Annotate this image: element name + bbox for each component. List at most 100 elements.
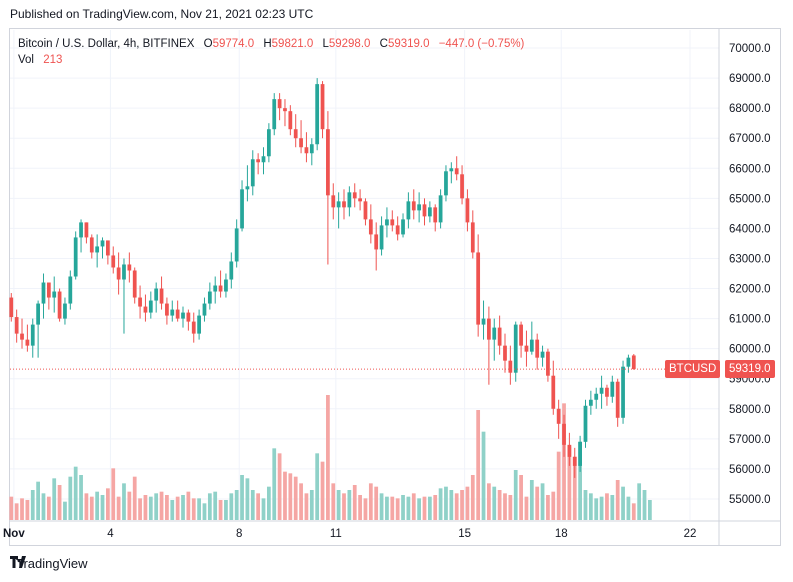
volume-bar — [148, 496, 153, 520]
candle-body — [95, 246, 100, 253]
candle-body — [106, 240, 110, 256]
candle-body — [25, 339, 30, 346]
volume-bar — [583, 490, 588, 520]
candle-body — [197, 315, 201, 334]
volume-bar — [513, 470, 518, 520]
candle-body — [556, 408, 561, 424]
candle-body — [20, 333, 24, 340]
candle-body — [68, 276, 73, 304]
volume-bar — [57, 485, 62, 520]
volume-bar — [637, 483, 642, 520]
volume-bar — [417, 498, 422, 520]
last-price-tag: 59319.0 — [725, 360, 775, 379]
volume-bar — [648, 500, 652, 520]
volume-bar — [229, 493, 234, 520]
volume-bar — [395, 498, 400, 520]
y-tick-label: 56000.0 — [729, 464, 771, 476]
candle-body — [546, 351, 550, 376]
volume-bar — [497, 490, 502, 520]
footer-brand: TradingView — [16, 556, 88, 571]
volume-bar — [492, 486, 497, 520]
volume-bar — [540, 483, 545, 520]
candle-body — [165, 303, 169, 316]
volume-bar — [503, 493, 507, 520]
volume-bar — [79, 475, 83, 520]
candle-body — [567, 444, 572, 457]
volume-bar — [524, 496, 529, 520]
volume-bar — [621, 486, 625, 520]
candle-body — [476, 252, 481, 325]
volume-bar — [551, 491, 556, 520]
candle-body — [406, 201, 411, 220]
candle-body — [465, 198, 470, 223]
volume-bar — [519, 475, 523, 520]
candle-body — [438, 195, 443, 223]
candle-body — [277, 99, 282, 109]
volume-bar — [111, 468, 116, 520]
volume-bar — [465, 486, 470, 520]
candle-body — [132, 270, 137, 298]
volume-bar — [250, 490, 255, 520]
volume-bar — [89, 496, 94, 520]
volume-bar — [9, 496, 14, 520]
candle-body — [283, 108, 287, 112]
candle-body — [588, 399, 593, 406]
volume-bar — [46, 496, 51, 520]
chart-frame[interactable] — [9, 28, 781, 546]
volume-bar — [401, 495, 405, 520]
volume-bar — [256, 493, 261, 520]
candle-body — [229, 261, 234, 280]
volume-bar — [272, 448, 277, 520]
x-tick-label: 15 — [458, 528, 471, 540]
volume-bar — [207, 493, 212, 520]
volume-bar — [599, 496, 604, 520]
volume-bar — [245, 478, 250, 520]
candle-body — [41, 282, 46, 304]
volume-bar — [175, 496, 180, 520]
candle-body — [401, 219, 405, 235]
candle-body — [309, 144, 314, 154]
volume-bar — [224, 500, 228, 520]
candle-body — [122, 264, 126, 280]
open-value: 59774.0 — [212, 38, 255, 50]
candle-body — [207, 291, 212, 304]
low-label: L — [322, 38, 329, 50]
candle-body — [626, 357, 631, 367]
candle-body — [336, 201, 341, 208]
volume-bar — [84, 493, 89, 520]
volume-bar — [454, 493, 459, 520]
volume-bar — [605, 493, 609, 520]
volume-bar — [186, 491, 191, 520]
volume-bar — [266, 486, 271, 520]
volume-bar — [36, 481, 40, 520]
candle-body — [331, 195, 336, 208]
volume-bar — [546, 495, 550, 520]
candle-body — [218, 285, 223, 292]
volume-bar — [385, 496, 389, 520]
volume-bar — [427, 496, 432, 520]
volume-bar — [562, 403, 566, 520]
candle-body — [342, 201, 346, 208]
candle-body — [578, 441, 582, 466]
volume-bar — [202, 503, 207, 520]
candle-body — [492, 327, 497, 340]
candle-body — [138, 297, 142, 307]
volume-bar — [25, 500, 30, 520]
candle-body — [46, 282, 51, 298]
candle-body — [240, 189, 244, 229]
candle-body — [454, 168, 459, 175]
candle-body — [562, 423, 566, 445]
candle-body — [234, 228, 239, 262]
volume-bar — [444, 486, 448, 520]
close-label: C — [379, 38, 388, 50]
candle-body — [470, 222, 475, 253]
candle-body — [374, 234, 379, 250]
y-tick-label: 70000.0 — [729, 43, 771, 55]
volume-bar — [481, 431, 486, 520]
candle-body — [256, 159, 261, 163]
volume-bar — [218, 500, 223, 520]
candle-body — [594, 393, 599, 400]
volume-bar — [100, 495, 105, 520]
candle-body — [30, 324, 35, 346]
